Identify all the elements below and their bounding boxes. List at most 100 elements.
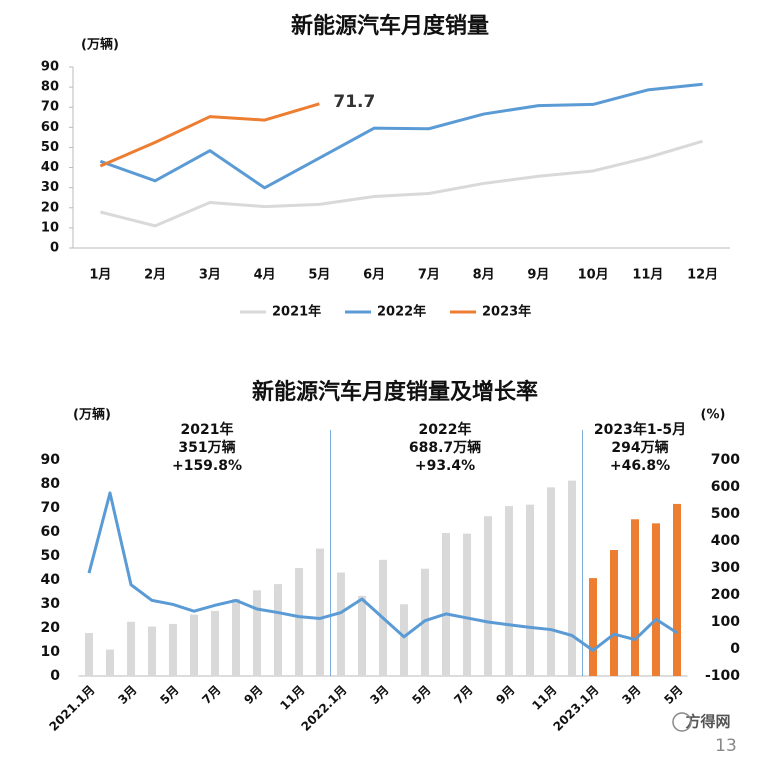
y2-tick-label: 0	[730, 641, 740, 657]
y-tick-label: 60	[41, 524, 61, 540]
bar	[358, 595, 366, 676]
bar	[148, 626, 156, 676]
y2-tick-label: 600	[711, 479, 740, 495]
annotation: +159.8%	[172, 458, 242, 474]
y-tick-label: 50	[41, 548, 61, 564]
annotation: 2022年	[419, 421, 472, 438]
x-tick-label: 12月	[687, 268, 718, 283]
bar	[169, 623, 177, 676]
x-tick-label: 2月	[144, 268, 166, 283]
bar	[190, 614, 198, 676]
annotation: +93.4%	[415, 458, 475, 474]
bar	[673, 503, 681, 676]
y-tick-label: 70	[41, 100, 59, 115]
bar	[211, 610, 219, 676]
x-tick-label: 5月	[157, 683, 181, 707]
bar	[547, 487, 555, 676]
y2-tick-label: 300	[711, 560, 740, 576]
bar	[526, 504, 534, 676]
y-tick-label: 90	[41, 452, 61, 468]
y-axis-label: (万辆)	[81, 37, 119, 53]
bar	[631, 519, 639, 676]
x-tick-label: 7月	[451, 683, 475, 707]
line	[100, 139, 704, 228]
bar	[610, 550, 618, 676]
x-tick-label: 4月	[254, 268, 276, 283]
bar	[589, 578, 597, 676]
bar	[274, 584, 282, 676]
y2-tick-label: 200	[711, 587, 740, 603]
annotation: 71.7	[333, 92, 375, 112]
bar	[568, 480, 576, 676]
y-axis-label: (万辆)	[73, 407, 111, 423]
y-tick-label: 10	[41, 644, 61, 660]
annotation: 294万辆	[611, 439, 668, 456]
x-tick-label: 7月	[199, 683, 223, 707]
annotation: 351万辆	[178, 439, 235, 456]
bar	[85, 633, 93, 676]
chart-title: 新能源汽车月度销量及增长率	[252, 379, 538, 405]
y-tick-label: 30	[41, 596, 61, 612]
annotation: 2023年1-5月	[594, 421, 686, 438]
x-tick-label: 8月	[473, 268, 495, 283]
y-tick-label: 20	[41, 200, 59, 215]
y-tick-label: 50	[41, 140, 59, 155]
x-tick-label: 3月	[199, 268, 221, 283]
y2-tick-label: -100	[705, 668, 740, 684]
y-tick-label: 40	[41, 572, 61, 588]
y2-tick-label: 400	[711, 533, 740, 549]
y-tick-label: 20	[41, 620, 61, 636]
y2-tick-label: 100	[711, 614, 740, 630]
annotation: +46.8%	[610, 458, 670, 474]
x-tick-label: 11月	[632, 268, 663, 283]
x-tick-label: 7月	[418, 268, 440, 283]
bar	[463, 533, 471, 676]
y-tick-label: 60	[41, 120, 59, 135]
x-tick-label: 9月	[527, 268, 549, 283]
bar	[337, 572, 345, 676]
y-tick-label: 0	[50, 668, 60, 684]
line	[87, 491, 678, 652]
bar	[232, 598, 240, 676]
x-tick-label: 5月	[661, 683, 685, 707]
legend-label: 2022年	[377, 304, 426, 320]
y2-axis-label: (%)	[701, 408, 726, 423]
x-tick-label: 9月	[493, 683, 517, 707]
legend-label: 2021年	[272, 304, 321, 320]
page-number: 13	[715, 736, 737, 756]
bar	[295, 568, 303, 676]
y-tick-label: 10	[41, 220, 59, 235]
x-tick-label: 11月	[529, 683, 559, 713]
bar	[505, 506, 513, 676]
x-tick-label: 2021.1月	[46, 683, 97, 734]
x-tick-label: 1月	[89, 268, 111, 283]
bar	[127, 621, 135, 676]
annotation: 2021年	[181, 421, 234, 438]
y-tick-label: 90	[41, 60, 59, 75]
line	[99, 82, 703, 190]
bar	[316, 548, 324, 676]
bar	[400, 604, 408, 676]
brand-icon	[672, 712, 692, 732]
x-tick-label: 3月	[367, 683, 391, 707]
bar	[106, 649, 114, 676]
x-tick-label: 2023.1月	[550, 683, 601, 734]
legend-label: 2023年	[482, 304, 531, 320]
bar	[652, 523, 660, 676]
bar	[484, 516, 492, 676]
x-tick-label: 2022.1月	[298, 683, 349, 734]
x-tick-label: 10月	[578, 268, 609, 283]
y-tick-label: 80	[41, 476, 61, 492]
y-tick-label: 70	[41, 500, 61, 516]
bar	[442, 532, 450, 676]
y-tick-label: 80	[41, 80, 59, 95]
y2-tick-label: 500	[711, 506, 740, 522]
bar	[253, 590, 261, 676]
x-tick-label: 5月	[409, 683, 433, 707]
chart-title: 新能源汽车月度销量	[291, 13, 489, 39]
x-tick-label: 5月	[308, 268, 330, 283]
y-tick-label: 40	[41, 160, 59, 175]
x-tick-label: 3月	[619, 683, 643, 707]
